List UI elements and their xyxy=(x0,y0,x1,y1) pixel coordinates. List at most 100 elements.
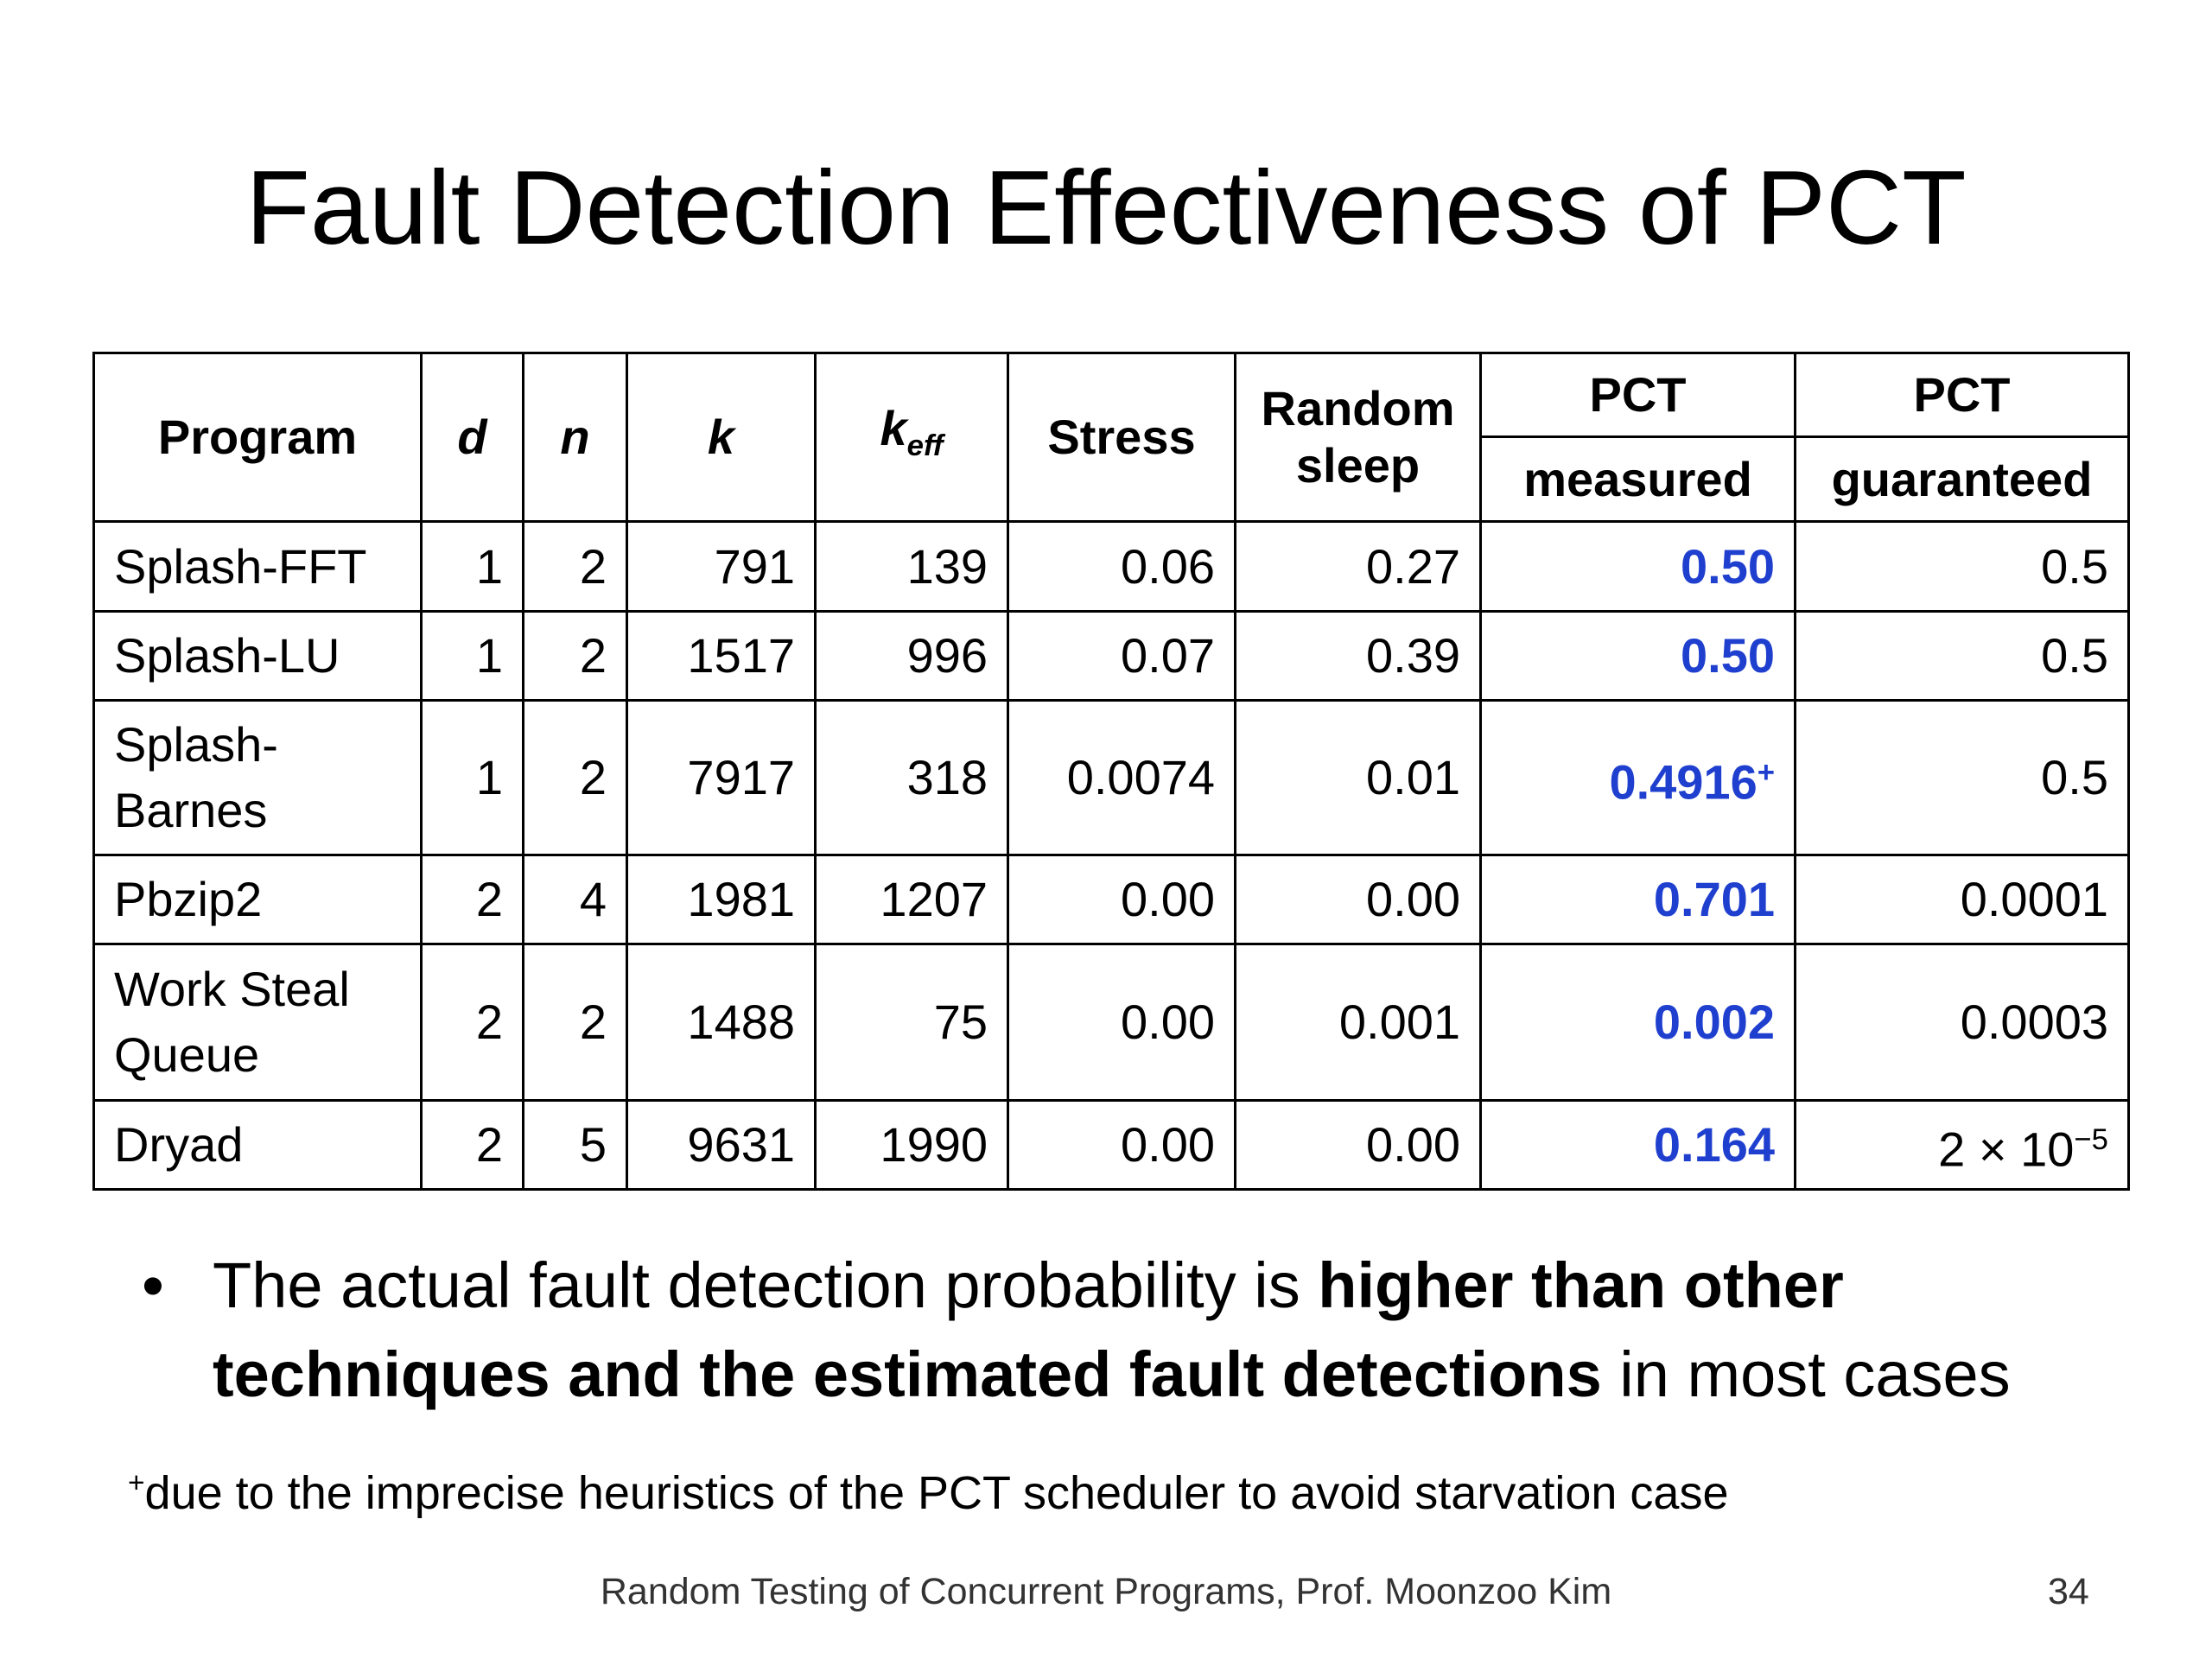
cell-superscript: −5 xyxy=(2074,1123,2108,1157)
table-cell: 9631 xyxy=(626,1099,817,1191)
table-cell: 791 xyxy=(626,520,817,613)
cell-text: 0.50 xyxy=(1681,628,1775,683)
cell-text: Splash-Barnes xyxy=(114,717,278,837)
table-cell: 0.00 xyxy=(1007,854,1236,945)
table-cell: 0.002 xyxy=(1479,943,1796,1102)
table-cell: 2 xyxy=(420,943,524,1102)
header-cell: guaranteed xyxy=(1794,435,2130,523)
bullet-text: The actual fault detection probability i… xyxy=(213,1241,2094,1419)
cell-text: 2 xyxy=(475,1117,503,1172)
table-cell: 1517 xyxy=(626,610,817,702)
cell-text: 5 xyxy=(579,1117,607,1172)
table-cell: 0.39 xyxy=(1234,610,1482,702)
table-cell: 75 xyxy=(814,943,1009,1102)
slide-title: Fault Detection Effectiveness of PCT xyxy=(245,149,1967,266)
table-body: Splash-FFT 1 2 791 139 0.06 0.27 0.50 0.5 Splash-… xyxy=(92,520,2130,1191)
table-cell: 0.001 xyxy=(1234,943,1482,1102)
cell-text: 2 xyxy=(579,995,607,1049)
table-cell: 0.00 xyxy=(1234,1099,1482,1191)
cell-text: 0.164 xyxy=(1653,1117,1775,1172)
cell-text: 2 xyxy=(475,995,503,1049)
table-row: Splash-Barnes 1 2 7917 318 0.0074 0.01 0.4916+ 0… xyxy=(92,699,2130,856)
cell-text: Splash-FFT xyxy=(114,538,367,594)
cell-text: 0.5 xyxy=(2041,538,2108,594)
cell-text: 0.50 xyxy=(1681,538,1775,594)
cell-text: 0.06 xyxy=(1121,538,1215,594)
table-cell: 0.5 xyxy=(1794,610,2130,702)
header-text: k xyxy=(880,400,907,455)
cell-text: 0.4916 xyxy=(1609,754,1758,810)
cell-text: 791 xyxy=(714,538,795,594)
table-cell: 0.164 xyxy=(1479,1099,1796,1191)
header-cell: Random sleep xyxy=(1234,352,1482,523)
cell-text: 2 xyxy=(475,872,503,926)
table-cell: Work Steal Queue xyxy=(92,943,423,1102)
cell-text: 0.00 xyxy=(1366,872,1460,926)
table-cell: 2 xyxy=(522,943,628,1102)
table-cell: 1990 xyxy=(814,1099,1009,1191)
table-cell: 5 xyxy=(522,1099,628,1191)
table-cell: 0.50 xyxy=(1479,520,1796,613)
header-cell: Stress xyxy=(1007,352,1236,523)
cell-text: 1981 xyxy=(687,872,795,926)
cell-text: 1207 xyxy=(880,872,988,926)
bullet-dot: • xyxy=(142,1249,164,1321)
cell-text: 2 xyxy=(579,750,607,804)
cell-text: 1517 xyxy=(687,628,795,683)
table-cell: Dryad xyxy=(92,1099,423,1191)
cell-text: 7917 xyxy=(687,750,795,804)
cell-text: 0.0003 xyxy=(1960,995,2108,1049)
cell-text: Splash-LU xyxy=(114,628,340,683)
cell-text: 1 xyxy=(475,628,503,683)
table-cell: 0.5 xyxy=(1794,699,2130,856)
cell-superscript: + xyxy=(1757,756,1775,790)
header-cell: PCT xyxy=(1479,352,1796,438)
table-cell: 2 xyxy=(522,610,628,702)
table-cell: 2 xyxy=(522,699,628,856)
table-cell: 0.0003 xyxy=(1794,943,2130,1102)
table-cell: 2 xyxy=(420,854,524,945)
cell-text: 0.701 xyxy=(1653,872,1775,926)
table-row: Splash-LU 1 2 1517 996 0.07 0.39 0.50 0.5 xyxy=(92,610,2130,702)
text: in most cases xyxy=(1601,1338,2011,1410)
cell-text: 1488 xyxy=(687,995,795,1049)
table-cell: 1981 xyxy=(626,854,817,945)
cell-text: 0.0001 xyxy=(1960,872,2108,926)
table-cell: 996 xyxy=(814,610,1009,702)
header-cell: n xyxy=(522,352,628,523)
table-cell: 0.4916+ xyxy=(1479,699,1796,856)
cell-text: Pbzip2 xyxy=(114,872,263,926)
cell-text: Dryad xyxy=(114,1117,244,1172)
cell-text: 75 xyxy=(933,995,988,1049)
cell-text: 318 xyxy=(906,750,988,804)
table-cell: 0.50 xyxy=(1479,610,1796,702)
table-row: Dryad 2 5 9631 1990 0.00 0.00 0.164 2 × 10−5 xyxy=(92,1099,2130,1191)
table-cell: 0.01 xyxy=(1234,699,1482,856)
table-cell: 0.00 xyxy=(1234,854,1482,945)
cell-text: 0.00 xyxy=(1121,995,1215,1049)
footnote: +due to the imprecise heuristics of the … xyxy=(128,1456,1729,1521)
table-cell: 1207 xyxy=(814,854,1009,945)
table-cell: 139 xyxy=(814,520,1009,613)
cell-text: 0.39 xyxy=(1366,628,1460,683)
table-row: Work Steal Queue 2 2 1488 75 0.00 0.001 0.002 0.… xyxy=(92,943,2130,1102)
cell-text: 0.07 xyxy=(1121,628,1215,683)
text: The actual fault detection probability i… xyxy=(213,1249,1319,1321)
table-cell: 0.0001 xyxy=(1794,854,2130,945)
footer: Random Testing of Concurrent Programs, P… xyxy=(600,1571,1612,1612)
cell-text: 0.00 xyxy=(1121,872,1215,926)
cell-text: 0.001 xyxy=(1338,995,1460,1049)
table-cell: 0.00 xyxy=(1007,1099,1236,1191)
bullet-point: • The actual fault detection probability… xyxy=(142,1241,2094,1419)
table-cell: 1 xyxy=(420,520,524,613)
table-cell: 0.27 xyxy=(1234,520,1482,613)
table-cell: 2 × 10−5 xyxy=(1794,1099,2130,1191)
cell-text: 0.0074 xyxy=(1066,750,1215,804)
table-cell: Pbzip2 xyxy=(92,854,423,945)
cell-text: 1 xyxy=(475,750,503,804)
footnote-mark: + xyxy=(128,1467,145,1499)
footnote-text: due to the imprecise heuristics of the P… xyxy=(144,1467,1729,1519)
cell-text: 1 xyxy=(475,538,503,594)
table-cell: 0.0074 xyxy=(1007,699,1236,856)
table-cell: 1488 xyxy=(626,943,817,1102)
